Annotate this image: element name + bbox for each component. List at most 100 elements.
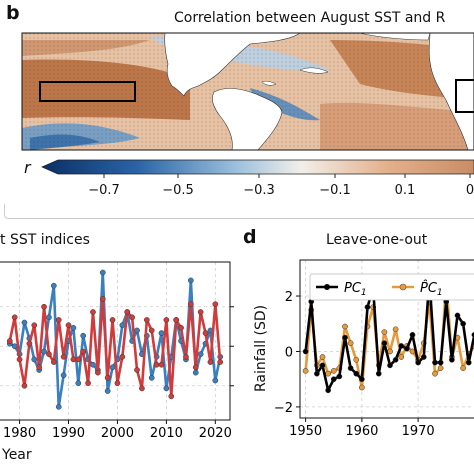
data-point <box>11 343 18 350</box>
data-point <box>119 322 126 329</box>
data-point <box>465 359 472 366</box>
data-point <box>90 309 96 315</box>
data-point <box>197 351 204 358</box>
data-point <box>163 317 170 323</box>
data-point <box>80 332 87 339</box>
data-point <box>302 368 309 374</box>
data-point <box>60 353 67 360</box>
data-point <box>70 356 77 363</box>
map-land-africa <box>428 33 474 150</box>
data-point <box>26 340 33 347</box>
data-point <box>148 375 155 381</box>
data-point <box>202 330 209 336</box>
colorbar-tick-label: −0.3 <box>243 183 275 198</box>
data-point <box>381 340 388 347</box>
data-point <box>158 361 165 368</box>
data-point <box>387 362 393 369</box>
data-point <box>104 375 111 381</box>
data-point <box>80 348 87 355</box>
panel-c-title: t SST indices <box>0 232 90 248</box>
data-point <box>192 369 199 376</box>
panel-b-letter: b <box>6 2 20 24</box>
data-point <box>21 382 28 389</box>
data-point <box>31 356 38 363</box>
data-point <box>330 368 337 374</box>
data-point <box>432 359 438 366</box>
data-point <box>6 338 13 344</box>
data-point <box>353 356 360 363</box>
panel-d-frame <box>299 259 474 419</box>
data-point <box>353 370 360 377</box>
data-point <box>114 380 121 386</box>
panel-c-frame <box>0 261 231 421</box>
x-tick-label: 2000 <box>101 426 134 441</box>
data-point <box>342 334 348 341</box>
x-tick-label: 1960 <box>345 424 378 439</box>
y-tick-label: −2 <box>274 401 293 416</box>
panel-d-letter: d <box>243 226 257 248</box>
data-point <box>197 309 204 315</box>
data-point <box>41 348 47 355</box>
data-point <box>319 354 326 360</box>
data-point <box>85 380 91 386</box>
colorbar-ticks: −0.7 −0.5 −0.3 −0.1 0.1 0 <box>88 174 474 198</box>
data-point <box>437 365 444 371</box>
data-point <box>153 361 160 368</box>
data-point <box>409 331 416 338</box>
x-tick-label: 1980 <box>3 426 36 441</box>
data-point <box>437 359 444 366</box>
data-point <box>55 403 62 410</box>
data-point <box>134 367 140 373</box>
data-point <box>375 370 382 377</box>
data-point <box>330 376 337 383</box>
data-point <box>158 330 165 336</box>
data-point <box>129 314 135 321</box>
data-point <box>143 317 150 323</box>
data-point <box>415 359 421 366</box>
data-point <box>392 326 399 333</box>
data-point <box>420 354 427 360</box>
data-point <box>31 322 38 329</box>
data-point <box>454 312 461 319</box>
data-point <box>319 362 326 369</box>
data-point <box>449 356 455 363</box>
data-point <box>212 301 219 307</box>
data-point <box>336 373 343 380</box>
data-point <box>460 320 466 327</box>
data-point <box>342 323 348 330</box>
data-point <box>50 282 57 289</box>
data-point <box>178 324 184 331</box>
data-point <box>139 385 145 392</box>
nino-index-box <box>39 81 136 102</box>
data-point <box>134 327 140 334</box>
colorbar-symbol: r <box>24 158 31 177</box>
data-point <box>381 329 388 335</box>
data-point <box>60 372 67 379</box>
panel-separator <box>4 204 474 219</box>
data-point <box>95 369 101 376</box>
data-point <box>325 370 331 377</box>
data-point <box>16 356 23 363</box>
x-tick-label: 2010 <box>150 426 183 441</box>
data-point <box>471 332 474 338</box>
data-point <box>70 324 77 331</box>
x-tick-label: 1990 <box>52 426 85 441</box>
data-point <box>148 327 155 334</box>
colorbar-tick-label: −0.7 <box>88 183 120 198</box>
data-point <box>302 348 309 355</box>
data-point <box>55 317 62 323</box>
data-point <box>75 380 82 386</box>
data-point <box>109 364 116 371</box>
panel-b-map: −0.7 −0.5 −0.3 −0.1 0.1 0 <box>21 32 474 198</box>
panel-d-chart: 1950 1960 1970 −2 0 2 PC1 P̂C1 <box>274 259 474 439</box>
map-land-north-america <box>164 33 301 97</box>
colorbar-tick-label: −0.5 <box>162 183 194 198</box>
x-tick-label: 2020 <box>199 426 232 441</box>
data-point <box>325 387 331 394</box>
data-point <box>46 351 52 358</box>
data-point <box>217 359 224 365</box>
map-land-south-america <box>212 88 283 150</box>
data-point <box>163 385 170 392</box>
data-point <box>124 309 131 315</box>
data-point <box>392 356 399 363</box>
